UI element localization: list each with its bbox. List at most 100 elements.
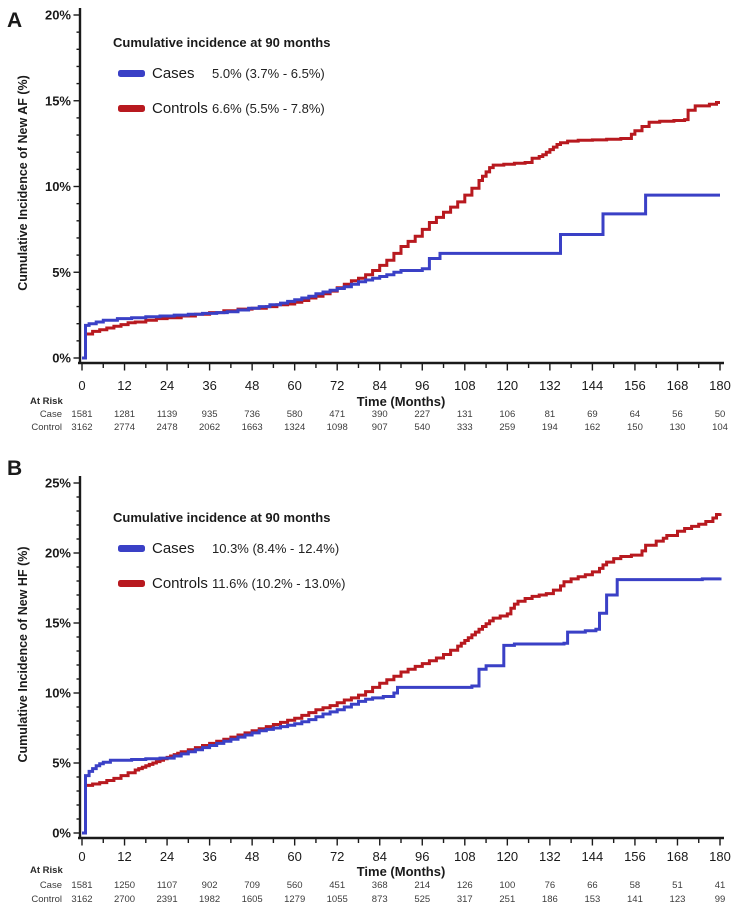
curve-controls (82, 101, 720, 360)
legend-value-controls: 6.6% (5.5% - 7.8%) (212, 101, 325, 116)
x-tick-label: 36 (202, 849, 216, 864)
at-risk-value: 540 (414, 422, 430, 433)
at-risk-value: 560 (287, 880, 303, 891)
x-axis-title: Time (Months) (357, 394, 446, 409)
at-risk-value: 214 (414, 880, 430, 891)
at-risk-value: 227 (414, 409, 430, 420)
legend-label-cases: Cases (152, 65, 195, 82)
at-risk-value: 41 (715, 880, 726, 891)
at-risk-value: 1098 (327, 422, 348, 433)
y-tick-label: 15% (45, 93, 71, 108)
legend-swatch-controls (118, 105, 145, 112)
at-risk-value: 580 (287, 409, 303, 420)
curve-cases (82, 577, 722, 835)
at-risk-value: 1281 (114, 409, 135, 420)
at-risk-value: 1107 (157, 880, 177, 891)
x-tick-label: 60 (287, 378, 301, 393)
at-risk-value: 736 (244, 409, 260, 420)
x-tick-label: 72 (330, 378, 344, 393)
at-risk-value: 69 (587, 409, 598, 420)
x-tick-label: 168 (667, 378, 689, 393)
at-risk-value: 471 (329, 409, 345, 420)
at-risk-value: 66 (587, 880, 598, 891)
x-tick-label: 48 (245, 378, 259, 393)
legend-label-cases: Cases (152, 540, 195, 557)
at-risk-value: 368 (372, 880, 388, 891)
at-risk-row-label-case: Case (40, 880, 62, 891)
x-tick-label: 120 (496, 378, 518, 393)
legend-value-cases: 10.3% (8.4% - 12.4%) (212, 541, 339, 556)
at-risk-value: 64 (630, 409, 641, 420)
at-risk-value: 259 (499, 422, 515, 433)
at-risk-value: 162 (584, 422, 600, 433)
panel-letter: A (7, 9, 22, 32)
at-risk-row-label-control: Control (31, 422, 62, 433)
x-tick-label: 120 (496, 849, 518, 864)
at-risk-value: 1324 (284, 422, 305, 433)
at-risk-value: 3162 (71, 894, 92, 905)
at-risk-value: 153 (584, 894, 600, 905)
legend-value-controls: 11.6% (10.2% - 13.0%) (212, 576, 345, 591)
x-tick-label: 180 (709, 378, 731, 393)
y-tick-label: 10% (45, 686, 71, 701)
legend-swatch-cases (118, 70, 145, 77)
x-tick-label: 144 (582, 378, 604, 393)
x-tick-label: 0 (78, 849, 85, 864)
at-risk-value: 902 (202, 880, 218, 891)
x-tick-label: 180 (709, 849, 731, 864)
y-axis-title: Cumulative Incidence of New AF (%) (16, 75, 30, 291)
at-risk-value: 873 (372, 894, 388, 905)
panel-b: B 0% 5% 10% 15% 20% 25% 0 12 24 36 48 60 72 84 96 108 120… (0, 452, 737, 911)
x-tick-label: 132 (539, 849, 561, 864)
at-risk-value: 390 (372, 409, 388, 420)
at-risk-value: 907 (372, 422, 388, 433)
panel-b-chart: B 0% 5% 10% 15% 20% 25% 0 12 24 36 48 60 72 84 96 108 120… (7, 457, 731, 905)
at-risk-value: 2478 (156, 422, 177, 433)
at-risk-value: 1982 (199, 894, 220, 905)
curve-controls (82, 513, 722, 835)
at-risk-value: 106 (499, 409, 515, 420)
at-risk-value: 76 (545, 880, 556, 891)
y-tick-label: 25% (45, 476, 71, 491)
x-tick-label: 156 (624, 378, 646, 393)
at-risk-value: 131 (457, 409, 473, 420)
at-risk-row-label-case: Case (40, 409, 62, 420)
at-risk-value: 50 (715, 409, 726, 420)
at-risk-value: 317 (457, 894, 473, 905)
x-tick-label: 108 (454, 849, 476, 864)
at-risk-value: 130 (670, 422, 686, 433)
x-axis-title: Time (Months) (357, 864, 446, 879)
at-risk-value: 186 (542, 894, 558, 905)
at-risk-header: At Risk (30, 865, 63, 876)
at-risk-value: 2062 (199, 422, 220, 433)
at-risk-value: 525 (414, 894, 430, 905)
at-risk-value: 2700 (114, 894, 135, 905)
x-tick-label: 156 (624, 849, 646, 864)
at-risk-value: 99 (715, 894, 726, 905)
at-risk-value: 126 (457, 880, 473, 891)
at-risk-value: 1663 (242, 422, 263, 433)
at-risk-value: 451 (329, 880, 345, 891)
at-risk-value: 1139 (157, 409, 177, 420)
legend-title: Cumulative incidence at 90 months (113, 35, 330, 50)
at-risk-value: 58 (630, 880, 641, 891)
at-risk-value: 100 (499, 880, 515, 891)
x-tick-label: 96 (415, 849, 429, 864)
x-tick-label: 132 (539, 378, 561, 393)
x-tick-label: 84 (372, 378, 386, 393)
y-axis-title: Cumulative Incidence of New HF (%) (16, 546, 30, 762)
legend-value-cases: 5.0% (3.7% - 6.5%) (212, 66, 325, 81)
y-tick-label: 0% (52, 826, 71, 841)
at-risk-value: 709 (244, 880, 260, 891)
at-risk-value: 1055 (327, 894, 348, 905)
y-tick-label: 20% (45, 8, 71, 23)
y-tick-label: 5% (52, 756, 71, 771)
y-tick-label: 10% (45, 179, 71, 194)
at-risk-value: 3162 (71, 422, 92, 433)
at-risk-value: 56 (672, 409, 683, 420)
x-tick-label: 24 (160, 378, 174, 393)
at-risk-value: 81 (545, 409, 556, 420)
x-tick-label: 0 (78, 378, 85, 393)
at-risk-value: 150 (627, 422, 643, 433)
